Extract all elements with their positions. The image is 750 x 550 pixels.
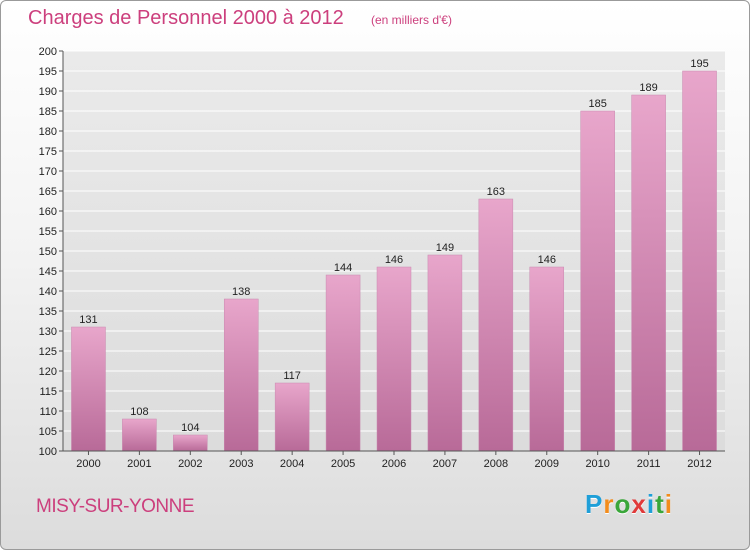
- y-tick-label: 150: [39, 246, 57, 258]
- x-tick-label: 2004: [280, 458, 304, 470]
- x-axis: 2000 2001 2002 2003 2004 2005 2006 2007 2008 2009…: [76, 451, 712, 470]
- brand-letter: i: [646, 489, 656, 519]
- y-tick-label: 165: [39, 186, 57, 198]
- x-tick-label: 2003: [229, 458, 253, 470]
- brand-letter: t: [655, 489, 665, 519]
- chart-title: Charges de Personnel 2000 à 2012: [28, 7, 344, 29]
- brand-logo: Proxiti: [585, 489, 673, 520]
- bar: [427, 254, 463, 452]
- brand-letter: i: [664, 489, 673, 519]
- x-tick-label: 2011: [637, 458, 661, 470]
- bar-value-label: 149: [436, 242, 454, 254]
- bar: [478, 198, 514, 452]
- place-name: MISY-SUR-YONNE: [36, 496, 195, 517]
- bar: [71, 326, 106, 452]
- x-tick-label: 2010: [585, 458, 609, 470]
- y-tick-label: 175: [39, 146, 57, 158]
- bar-value-label: 108: [130, 406, 148, 418]
- bar-value-label: 144: [334, 262, 352, 274]
- bar-value-label: 146: [385, 254, 403, 266]
- x-tick-label: 2008: [484, 458, 508, 470]
- y-tick-label: 140: [39, 286, 57, 298]
- x-tick-label: 2007: [433, 458, 457, 470]
- bar-value-label: 189: [639, 82, 657, 94]
- y-tick-label: 115: [39, 386, 57, 398]
- brand-letter: P: [585, 489, 604, 519]
- y-tick-label: 100: [39, 446, 57, 458]
- y-tick-label: 195: [39, 66, 57, 78]
- bar: [529, 266, 565, 452]
- brand-letter: r: [603, 489, 615, 519]
- y-tick-label: 110: [39, 406, 57, 418]
- bar-value-label: 185: [589, 98, 607, 110]
- x-tick-label: 2012: [687, 458, 711, 470]
- chart-subtitle: (en milliers d'€): [371, 13, 452, 27]
- bar-value-label: 163: [487, 186, 505, 198]
- bar-value-label: 195: [690, 58, 708, 70]
- bar: [682, 70, 717, 452]
- y-tick-label: 135: [39, 306, 57, 318]
- y-tick-label: 185: [39, 106, 57, 118]
- y-tick-label: 120: [39, 366, 57, 378]
- bar: [580, 110, 615, 452]
- bar: [325, 274, 361, 452]
- y-tick-label: 105: [39, 426, 57, 438]
- bar-value-label: 117: [283, 370, 301, 382]
- y-tick-label: 130: [39, 326, 57, 338]
- bar: [631, 94, 666, 452]
- y-tick-label: 200: [39, 46, 57, 58]
- bar: [274, 382, 310, 452]
- brand-letter: o: [614, 489, 632, 519]
- y-tick-label: 145: [39, 266, 57, 278]
- brand-letter: x: [631, 489, 647, 519]
- bar: [173, 434, 208, 452]
- x-tick-label: 2006: [382, 458, 406, 470]
- bar-value-label: 131: [79, 314, 97, 326]
- y-axis: 100 105 110 115 120 125 130 135 140 145 150 155 160 1…: [39, 46, 63, 458]
- bar: [122, 418, 157, 452]
- y-tick-label: 160: [39, 206, 57, 218]
- y-tick-label: 190: [39, 86, 57, 98]
- bars: 131 108 104 138 117 144 146 149 163 146 185 189 195: [71, 58, 717, 452]
- bar-value-label: 146: [538, 254, 556, 266]
- bar: [223, 298, 259, 452]
- x-tick-label: 2001: [127, 458, 151, 470]
- x-tick-label: 2002: [178, 458, 202, 470]
- x-tick-label: 2005: [331, 458, 355, 470]
- y-tick-label: 155: [39, 226, 57, 238]
- y-tick-label: 180: [39, 126, 57, 138]
- bar-value-label: 138: [232, 286, 250, 298]
- y-tick-label: 170: [39, 166, 57, 178]
- x-tick-label: 2009: [535, 458, 559, 470]
- bar: [376, 266, 412, 452]
- x-tick-label: 2000: [76, 458, 100, 470]
- bar-value-label: 104: [181, 422, 199, 434]
- y-tick-label: 125: [39, 346, 57, 358]
